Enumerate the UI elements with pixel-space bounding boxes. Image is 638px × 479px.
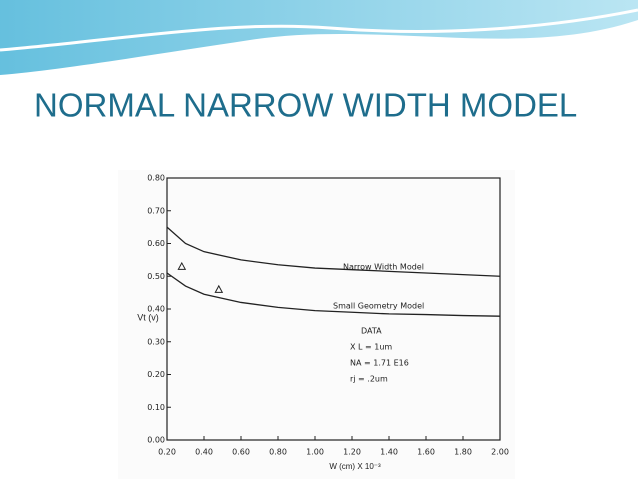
x-tick-label: 1.80 — [454, 448, 472, 457]
header-line — [0, 8, 638, 52]
x-tick-label: 2.00 — [491, 448, 509, 457]
x-tick-label: 0.20 — [158, 448, 176, 457]
annotation: NA = 1.71 E16 — [350, 359, 409, 368]
annotation: X L = 1um — [350, 343, 392, 352]
data-point — [177, 261, 187, 270]
x-tick-label: 0.80 — [269, 448, 287, 457]
x-tick-label: 1.60 — [417, 448, 435, 457]
y-tick-label: 0.60 — [147, 239, 165, 248]
x-tick-label: 0.60 — [232, 448, 250, 457]
y-tick-label: 0.20 — [147, 370, 165, 379]
series-line — [166, 226, 501, 277]
x-tick-label: 0.40 — [195, 448, 213, 457]
data-point — [214, 284, 224, 293]
series-line — [166, 272, 501, 317]
y-tick-label: 0.50 — [147, 272, 165, 281]
y-tick-label: 0.40 — [147, 305, 165, 314]
x-tick-label: 1.20 — [343, 448, 361, 457]
y-tick-label: 0.70 — [147, 206, 165, 215]
series-label: Small Geometry Model — [333, 302, 424, 311]
header-wave — [0, 0, 638, 75]
y-tick-label: 0.00 — [147, 436, 165, 445]
chart-background — [118, 170, 515, 479]
series-label: DATA — [361, 327, 382, 336]
x-tick-label: 1.00 — [306, 448, 324, 457]
series-label: Narrow Width Model — [343, 263, 424, 272]
y-axis-label: Vt (v) — [137, 312, 159, 322]
y-tick-label: 0.80 — [147, 174, 165, 183]
annotation: rj = .2um — [350, 375, 388, 384]
x-axis-label: W (cm) X 10⁻³ — [329, 462, 381, 471]
plot: 0.20 0.40 0.60 0.80 1.00 1.20 1.40 1.60 1.80 2.00… — [147, 174, 509, 457]
x-tick-label: 1.40 — [380, 448, 398, 457]
y-tick-label: 0.30 — [147, 337, 165, 346]
slide-title: NORMAL NARROW WIDTH MODEL — [34, 87, 577, 124]
y-tick-label: 0.10 — [147, 403, 165, 412]
